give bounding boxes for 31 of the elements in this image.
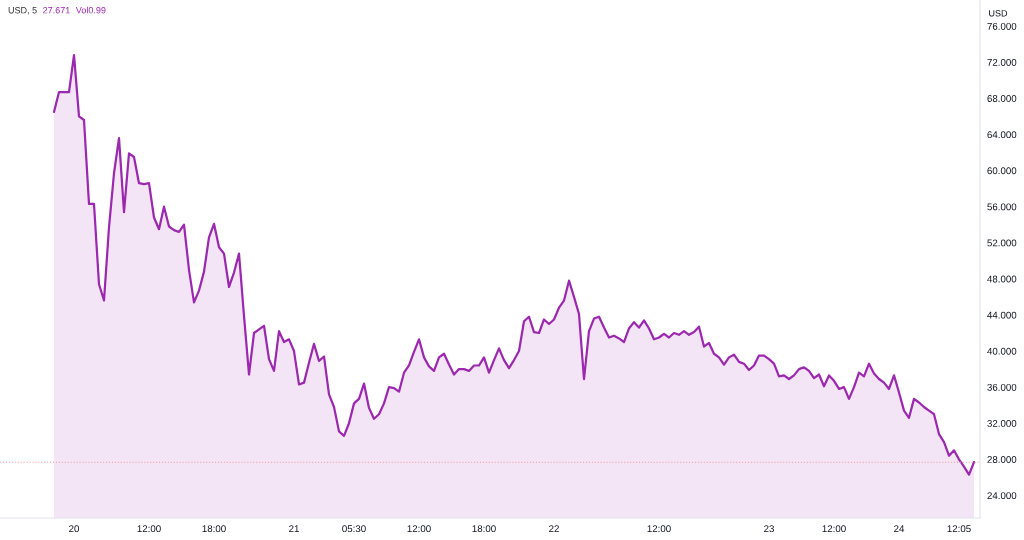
- y-tick-label: 28.000: [987, 456, 1017, 463]
- x-tick-label: 18:00: [472, 525, 496, 533]
- y-tick-label: 44.000: [987, 311, 1017, 319]
- annotation: Vol0.99: [75, 6, 106, 14]
- x-tick-label: 12:00: [647, 525, 671, 533]
- y-tick-label: 56.000: [987, 203, 1017, 211]
- y-tick-label: 52.000: [987, 239, 1017, 247]
- x-tick-label: 12:00: [822, 525, 846, 533]
- y-tick-label: 72.000: [987, 59, 1017, 66]
- x-tick-label: 23: [764, 525, 774, 533]
- x-tick-label: 05:30: [342, 525, 366, 533]
- y-tick-label: 40.000: [987, 347, 1017, 355]
- y-tick-label: 64.000: [987, 131, 1017, 139]
- y-tick-label: 32.000: [987, 419, 1017, 427]
- x-tick-label: 24: [894, 525, 905, 532]
- x-tick-label: 12:00: [137, 525, 161, 533]
- y-tick-label: 24.000: [987, 492, 1017, 500]
- x-tick-label: 12:05: [947, 525, 971, 533]
- y-tick-label: 36.000: [987, 383, 1017, 391]
- x-tick-label: 18:00: [202, 525, 226, 533]
- y-axis-title: USD: [989, 10, 1008, 17]
- y-tick-label: 48.000: [987, 275, 1017, 283]
- x-tick-label: 20: [69, 525, 80, 533]
- y-tick-label: 76.000: [987, 22, 1017, 30]
- text: USD, 5: [8, 7, 37, 15]
- y-tick-label: 60.000: [987, 167, 1017, 175]
- x-tick-label: 12:00: [407, 525, 431, 533]
- x-tick-label: 21: [289, 525, 299, 532]
- y-tick-label: 68.000: [987, 95, 1017, 102]
- annotation: 27.671: [43, 7, 70, 14]
- x-tick-label: 22: [549, 525, 559, 532]
